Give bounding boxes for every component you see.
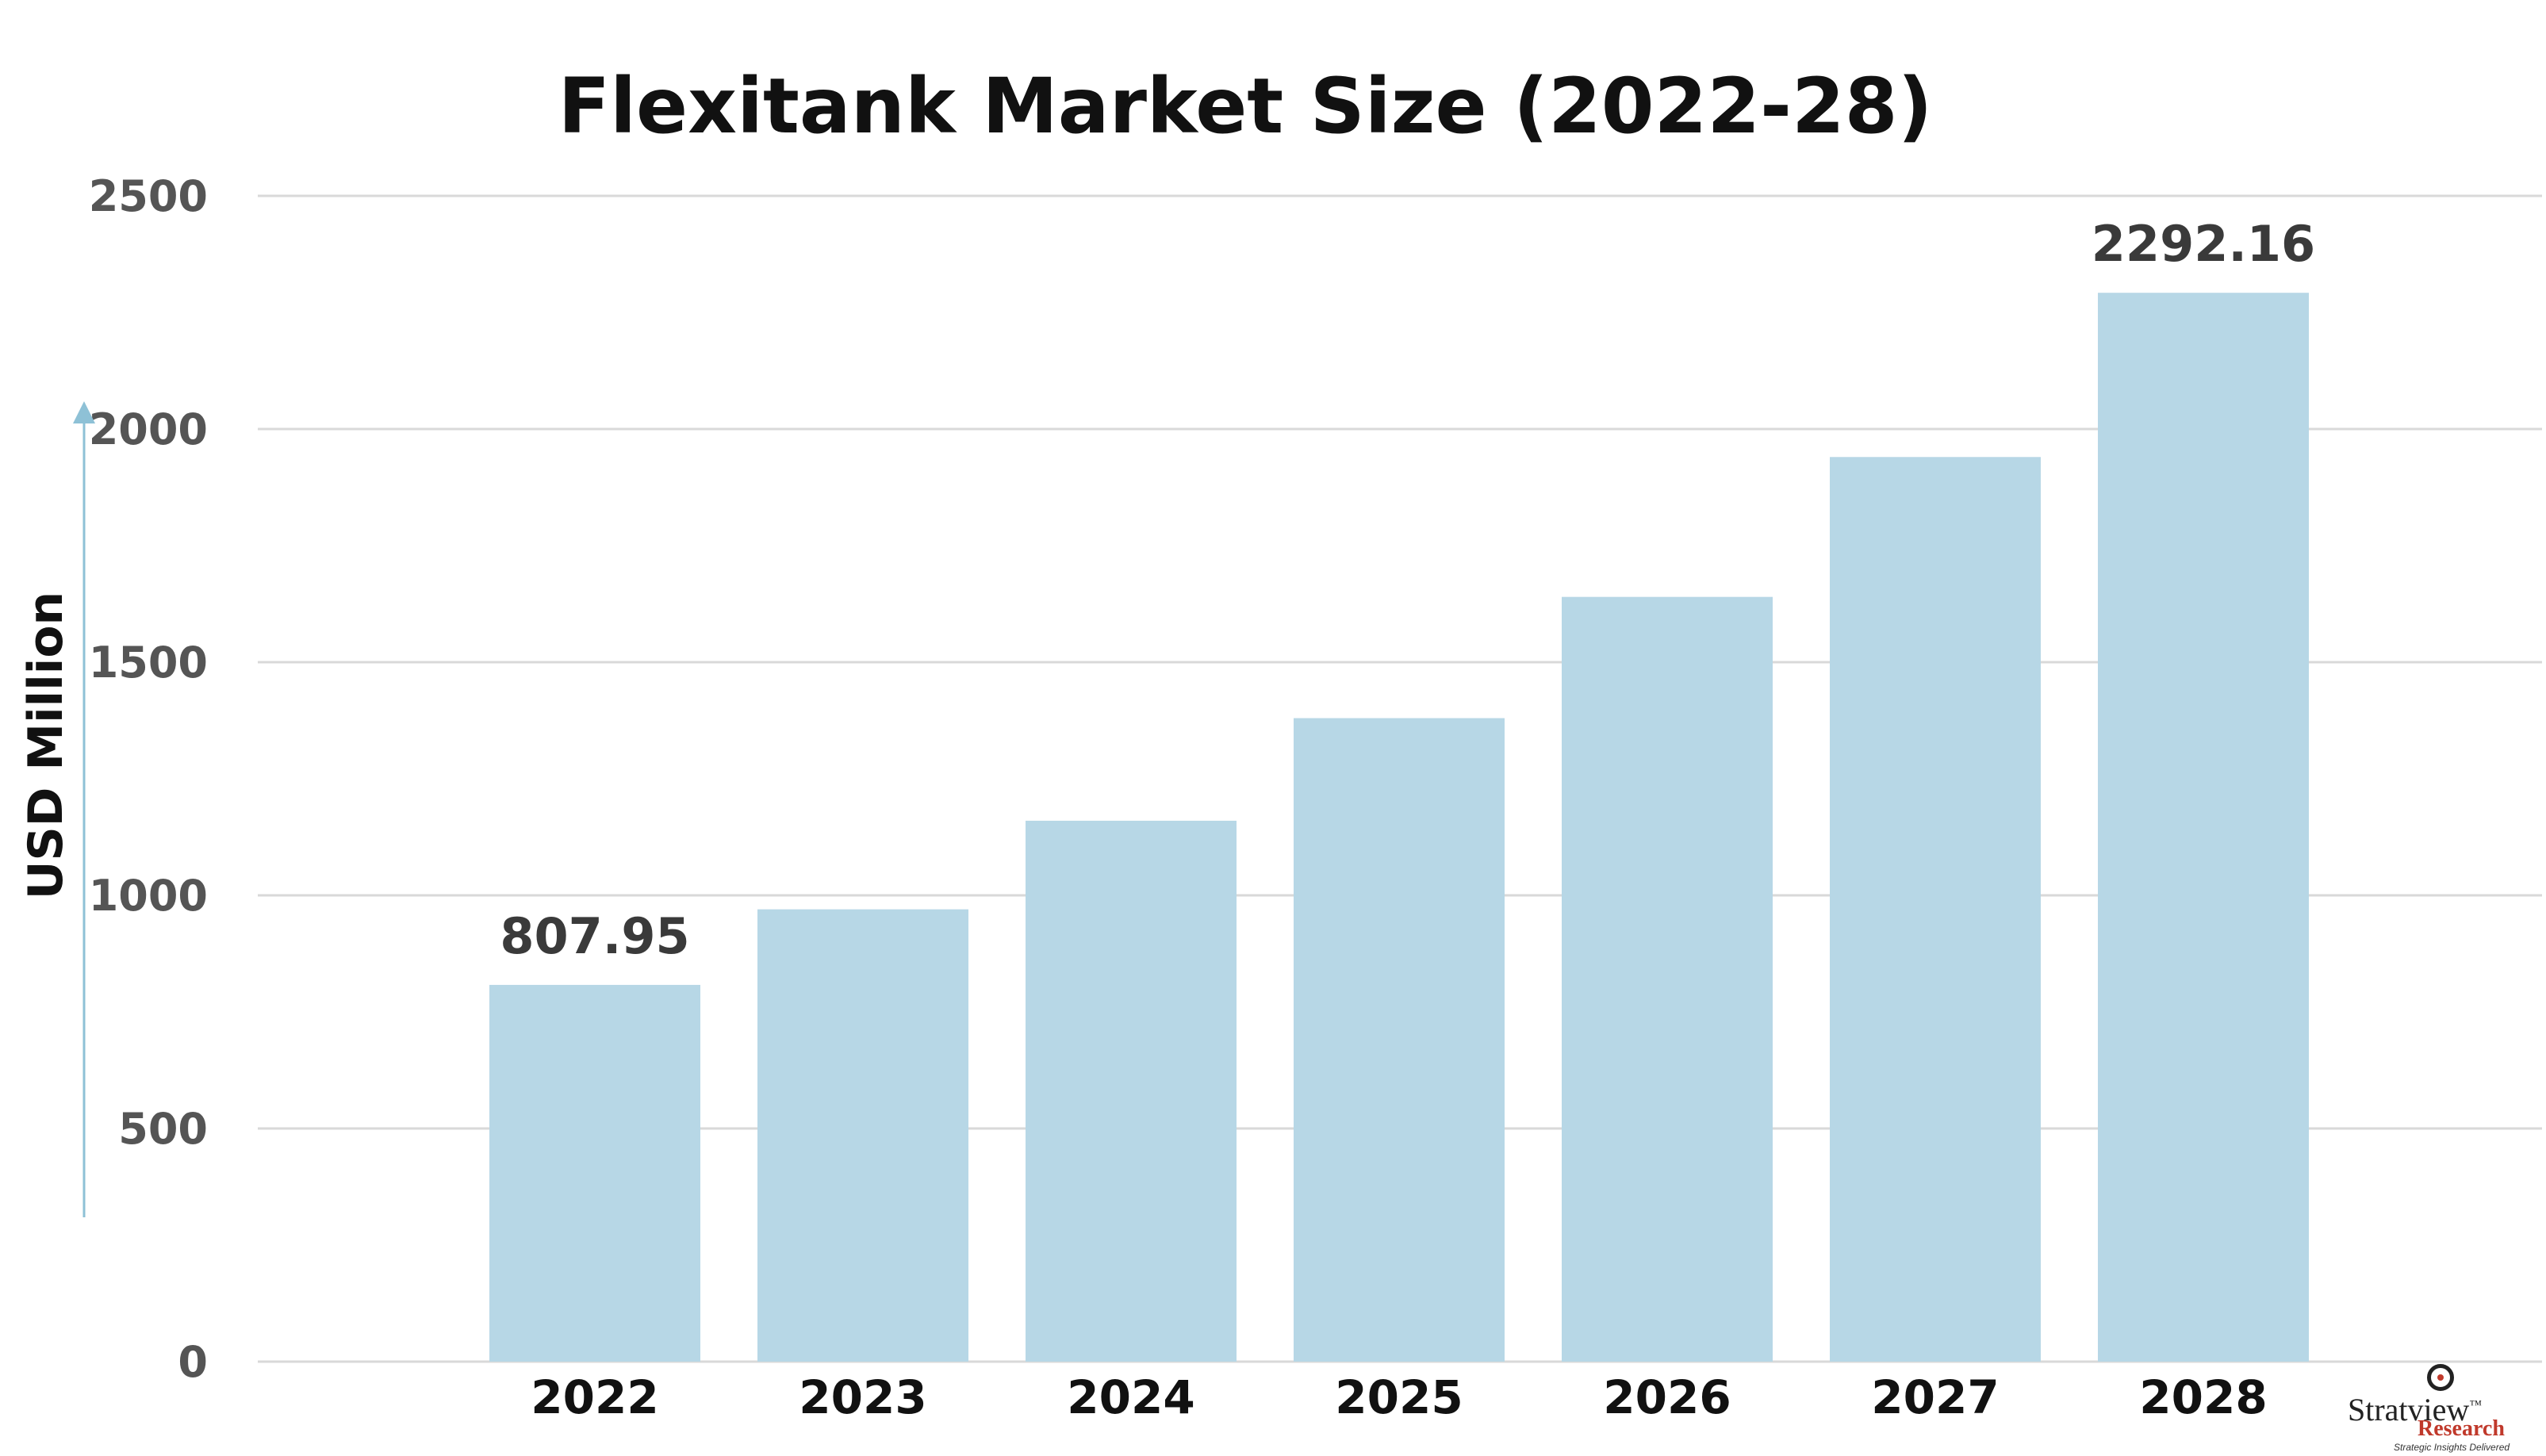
logo-sub: Research [2418, 1416, 2505, 1441]
logo-name-text: Stratview [2348, 1392, 2470, 1427]
y-tick-label: 1500 [89, 638, 208, 688]
bar-2026 [1562, 596, 1773, 1362]
chart-title: Flexitank Market Size (2022-28) [558, 62, 1933, 151]
stratview-logo: Stratview™ Research Strategic Insights D… [2348, 1364, 2530, 1453]
x-tick-label: 2022 [531, 1370, 658, 1424]
logo-name: Stratview™ [2348, 1391, 2482, 1428]
x-tick-label: 2027 [1871, 1370, 1999, 1424]
bar-2025 [1294, 718, 1505, 1362]
y-axis-indicator: USD Million [18, 401, 95, 1217]
x-tick-labels: 2022 2023 2024 2025 2026 2027 2028 [531, 1370, 2267, 1424]
x-tick-label: 2023 [799, 1370, 926, 1424]
x-tick-label: 2025 [1335, 1370, 1463, 1424]
data-label-2028: 2292.16 [2092, 215, 2315, 273]
x-tick-label: 2028 [2139, 1370, 2267, 1424]
y-tick-label: 2500 [89, 171, 208, 221]
y-tick-label: 1000 [89, 871, 208, 921]
bar-2024 [1026, 820, 1237, 1362]
y-tick-label: 500 [118, 1104, 208, 1154]
target-icon [2427, 1364, 2454, 1391]
bar-2028 [2098, 293, 2309, 1362]
y-tick-label: 2000 [89, 404, 208, 454]
bar-2027 [1830, 457, 2041, 1362]
y-tick-label: 0 [178, 1337, 208, 1387]
trademark: ™ [2469, 1398, 2482, 1412]
y-axis-label: USD Million [18, 592, 74, 900]
logo-tagline: Strategic Insights Delivered [2394, 1442, 2510, 1453]
y-axis-arrow-head [73, 401, 95, 423]
bars [489, 293, 2309, 1362]
bar-2023 [757, 909, 968, 1362]
x-tick-label: 2026 [1603, 1370, 1731, 1424]
data-labels: 807.95 2292.16 [500, 215, 2315, 965]
bar-2022 [489, 984, 700, 1362]
data-label-2022: 807.95 [500, 907, 689, 965]
y-tick-labels: 0 500 1000 1500 2000 2500 [89, 171, 208, 1387]
x-tick-label: 2024 [1067, 1370, 1194, 1424]
